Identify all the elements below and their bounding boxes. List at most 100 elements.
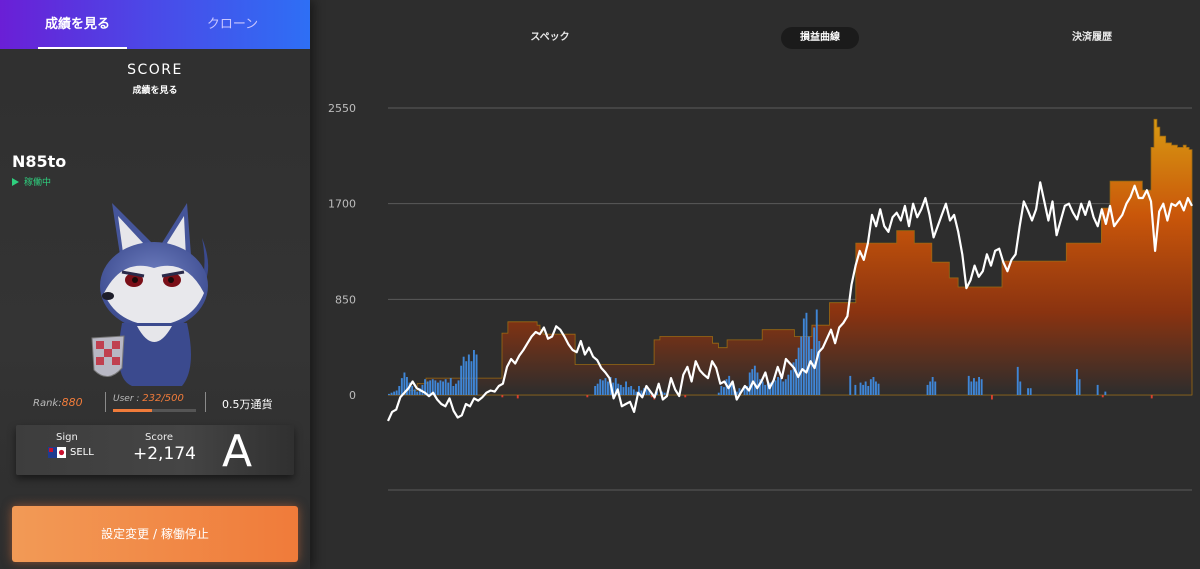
volume-bar <box>967 375 970 395</box>
volume-bar <box>810 348 813 395</box>
volume-bar <box>604 378 607 395</box>
volume-bar <box>991 395 993 400</box>
rank-label: Rank: <box>33 398 62 409</box>
volume-bar <box>627 387 630 395</box>
volume-bar <box>475 354 478 395</box>
volume-bar <box>635 391 638 395</box>
volume-bar <box>720 386 723 395</box>
volume-bar <box>877 383 880 395</box>
volume-bar <box>723 387 725 395</box>
bot-detail-panel: 成績を見る クローン SCORE 成績を見る N85to 稼働中 <box>0 0 310 569</box>
rank-value: 880 <box>61 396 83 409</box>
volume-bar <box>501 395 504 398</box>
volume-bar <box>457 380 460 395</box>
volume-bar <box>875 381 877 395</box>
volume-bar <box>465 361 468 395</box>
volume-bar <box>802 318 805 395</box>
volume-bar <box>756 372 759 395</box>
volume-bar <box>980 379 983 395</box>
tab-pnl-curve[interactable]: 損益曲線 <box>781 27 859 49</box>
bot-name: N85to <box>12 152 67 171</box>
status-indicator: 稼働中 <box>12 175 51 188</box>
volume-bar <box>805 312 808 395</box>
chart-panel: 2550 1700 850 0 スペック 損益曲線 決済履歴 <box>310 0 1200 569</box>
volume-bar <box>818 341 821 395</box>
volume-bar <box>748 372 751 395</box>
y-tick-label: 2550 <box>328 102 356 115</box>
volume-bar <box>978 377 980 395</box>
volume-bar <box>795 359 798 395</box>
volume-bar <box>403 372 406 395</box>
volume-bar <box>872 377 875 395</box>
volume-bar <box>393 391 396 395</box>
volume-bar <box>859 382 862 395</box>
volume-bar <box>630 386 633 395</box>
volume-bar <box>426 381 429 395</box>
volume-bar <box>869 379 872 395</box>
volume-bar <box>1027 388 1029 395</box>
volume-bar <box>926 384 929 395</box>
volume-bar <box>730 382 733 395</box>
volume-bar <box>601 380 604 395</box>
volume-bar <box>390 392 393 395</box>
volume-bar <box>1076 369 1078 395</box>
volume-bar <box>774 380 777 395</box>
au-jp-flag-icon <box>48 447 66 458</box>
volume-bar <box>586 395 589 398</box>
grade-badge: A <box>222 426 253 477</box>
volume-bar <box>854 384 857 395</box>
score-value: +2,174 <box>133 444 196 464</box>
tab-trade-history[interactable]: 決済履歴 <box>1072 32 1112 43</box>
status-text: 稼働中 <box>24 178 52 188</box>
volume-bar <box>473 350 475 395</box>
volume-bar <box>614 378 617 395</box>
volume-bar <box>599 379 602 395</box>
volume-bar <box>934 381 937 395</box>
volume-bar <box>1078 379 1081 395</box>
volume-bar <box>973 378 975 395</box>
volume-bar <box>388 393 390 395</box>
volume-bar <box>764 384 767 395</box>
volume-bar <box>619 384 622 395</box>
volume-bar <box>787 374 790 395</box>
volume-bar <box>761 381 764 395</box>
user-count: User : 232/500 <box>113 393 184 404</box>
trade-amount: 0.5万通貨 <box>222 398 273 411</box>
volume-bar <box>648 390 651 395</box>
volume-bar <box>439 380 442 395</box>
volume-bar <box>867 386 870 395</box>
volume-bar <box>408 382 411 395</box>
tab-clone[interactable]: クローン <box>206 17 259 32</box>
volume-bar <box>612 382 615 395</box>
score-label: Score <box>145 432 174 443</box>
volume-bar <box>1150 395 1153 399</box>
volume-bar <box>638 386 640 395</box>
volume-bar <box>596 383 599 395</box>
volume-bar <box>429 380 432 395</box>
volume-bar <box>424 379 426 395</box>
pnl-line <box>386 181 1193 422</box>
tab-score[interactable]: 成績を見る <box>0 0 155 49</box>
volume-bar <box>766 383 769 395</box>
volume-bar <box>413 389 416 395</box>
volume-bar <box>594 386 597 395</box>
settings-stop-button[interactable]: 設定変更 / 稼働停止 <box>12 506 298 562</box>
score-card: Sign SELL Score +2,174 A <box>16 425 294 477</box>
volume-bar <box>622 387 625 395</box>
volume-bar <box>650 395 653 398</box>
y-tick-label: 850 <box>335 293 356 306</box>
volume-bar <box>717 392 720 395</box>
volume-bar <box>467 354 470 395</box>
user-progress-bar <box>113 409 196 412</box>
volume-bar <box>1104 391 1107 395</box>
volume-bar <box>444 379 447 395</box>
pnl-chart: 2550 1700 850 0 <box>328 102 1193 491</box>
sign-text: SELL <box>70 447 94 458</box>
volume-bar <box>449 378 452 395</box>
volume-bar <box>455 383 457 395</box>
volume-bar <box>797 347 800 395</box>
sign-label: Sign <box>56 432 78 443</box>
left-tab-bar: 成績を見る クローン <box>0 0 310 49</box>
tab-spec[interactable]: スペック <box>530 32 570 43</box>
